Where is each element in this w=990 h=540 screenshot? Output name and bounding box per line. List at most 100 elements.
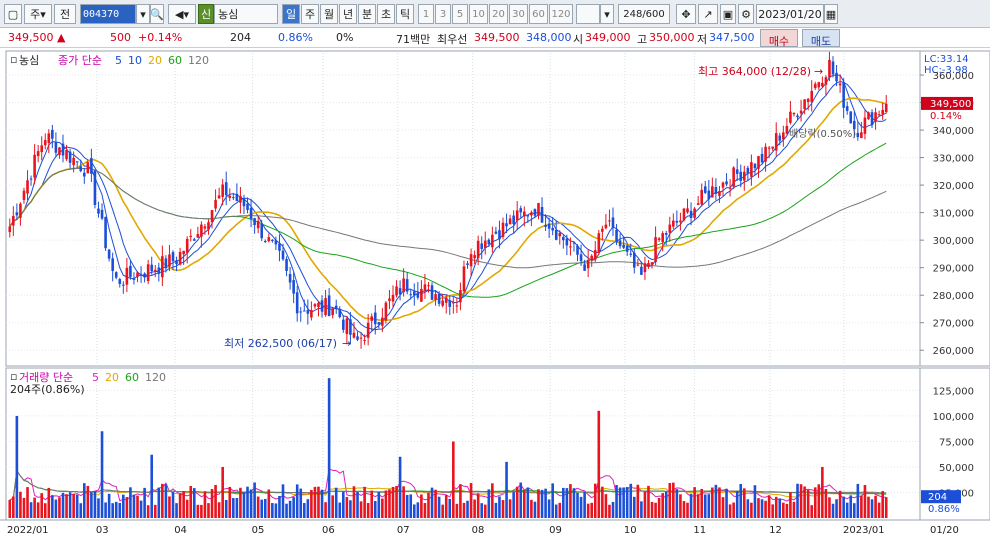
candle-body <box>171 252 175 262</box>
buy-button[interactable]: 매수 <box>760 29 798 48</box>
candle-body <box>441 300 444 306</box>
volume-bar <box>402 486 405 518</box>
candle-body <box>728 187 732 189</box>
volume-bar <box>689 493 693 518</box>
candle-body <box>47 133 51 144</box>
volume-panel-menu-icon[interactable]: ▫ <box>10 370 17 383</box>
candle-body <box>622 244 625 248</box>
interval-blank[interactable] <box>576 4 600 24</box>
candle-body <box>334 305 338 309</box>
period-tab-1[interactable]: 주 <box>301 4 319 24</box>
interval-tab-60[interactable]: 60 <box>529 4 548 24</box>
candle-body <box>104 216 107 249</box>
candle-body <box>324 298 327 315</box>
volume-bar <box>583 491 586 518</box>
volume-bar <box>739 483 743 518</box>
candle-body <box>799 110 803 114</box>
candle-body <box>519 208 523 213</box>
candle-body <box>764 146 767 162</box>
candle-body <box>146 264 150 282</box>
candle-body <box>164 258 168 269</box>
volume-bar <box>299 488 303 518</box>
type-select[interactable]: 주 ▾ <box>24 4 52 24</box>
stock-chart[interactable]: ▫ 농심 종가 단순 5 10 20 60 120 LC:33.14 HC:-3.98 … <box>0 48 990 540</box>
volume-bar <box>267 489 271 518</box>
candle-body <box>810 90 814 103</box>
candle-body <box>693 208 696 218</box>
candle-body <box>845 106 849 111</box>
candle-body <box>157 267 161 274</box>
interval-tab-20[interactable]: 20 <box>489 4 508 24</box>
period-tab-2[interactable]: 월 <box>320 4 338 24</box>
volume-bar <box>860 495 863 518</box>
candle-body <box>778 135 782 141</box>
candle-body <box>388 298 391 301</box>
candle-body <box>817 82 821 88</box>
volume-bar <box>686 502 689 518</box>
speaker-icon[interactable]: ◀▾ <box>168 4 196 24</box>
candle-body <box>732 167 735 187</box>
interval-tab-5[interactable]: 5 <box>452 4 468 24</box>
candle-body <box>537 203 540 216</box>
candle-body <box>863 117 867 134</box>
volume-bar <box>370 490 374 518</box>
x-axis-label: 10 <box>624 525 637 536</box>
stock-code-input[interactable]: 004370 <box>80 4 136 24</box>
interval-tab-10[interactable]: 10 <box>469 4 488 24</box>
candle-body <box>654 237 657 263</box>
interval-dropdown-icon[interactable]: ▾ <box>600 4 614 24</box>
volume-bar <box>203 491 207 518</box>
candle-body <box>342 319 345 330</box>
candle-body <box>416 292 420 298</box>
volume-value: 204 <box>230 31 251 44</box>
settings-icon[interactable]: ⚙ <box>738 4 754 24</box>
volume-bar <box>90 492 93 518</box>
volume-bar <box>224 499 228 518</box>
code-dropdown-icon[interactable]: ▾ <box>136 4 150 24</box>
volume-bar <box>611 501 615 518</box>
volume-bar <box>483 504 487 518</box>
interval-tab-120[interactable]: 120 <box>549 4 573 24</box>
count-field[interactable]: 248/600 <box>618 4 670 24</box>
search-icon[interactable]: 🔍 <box>150 4 164 24</box>
buy-label: 매수 <box>768 35 790 48</box>
period-tab-3[interactable]: 년 <box>339 4 357 24</box>
candle-body <box>437 293 441 304</box>
volume-bar <box>444 495 448 518</box>
period-tab-5[interactable]: 초 <box>377 4 395 24</box>
last-volume-value: 204 <box>928 492 947 503</box>
interval-tab-3[interactable]: 3 <box>435 4 451 24</box>
candle-body <box>359 337 363 339</box>
window-icon[interactable]: ▢ <box>4 4 22 24</box>
interval-tab-30[interactable]: 30 <box>509 4 528 24</box>
candle-body <box>459 290 462 303</box>
tools-icon[interactable]: ✥ <box>676 4 696 24</box>
candle-body <box>210 210 214 223</box>
interval-tab-1[interactable]: 1 <box>418 4 434 24</box>
volume-bar <box>409 494 413 518</box>
sell-button[interactable]: 매도 <box>802 29 840 48</box>
draw-icon[interactable]: ↗ <box>698 4 718 24</box>
candle-body <box>792 112 796 115</box>
volume-bar <box>576 492 579 518</box>
save-icon[interactable]: ▣ <box>720 4 736 24</box>
volume-bar <box>714 484 718 518</box>
period-tab-0[interactable]: 일 <box>282 4 300 24</box>
period-tab-6[interactable]: 틱 <box>396 4 414 24</box>
candle-body <box>501 222 505 237</box>
date-field[interactable]: 2023/01/20 <box>756 4 824 24</box>
period-tab-4[interactable]: 분 <box>358 4 376 24</box>
candle-body <box>714 187 718 194</box>
panel-menu-icon[interactable]: ▫ <box>10 53 17 66</box>
legend-item: 10 <box>128 54 142 67</box>
candle-body <box>221 184 224 197</box>
volume-bar <box>870 499 874 518</box>
candle-body <box>82 172 86 177</box>
volume-bar <box>742 488 746 518</box>
prev-button[interactable]: 전 <box>54 4 76 24</box>
candle-body <box>356 336 359 340</box>
calendar-icon[interactable]: ▦ <box>824 4 838 24</box>
candle-body <box>29 178 33 180</box>
candle-body <box>107 249 111 259</box>
volume-bar <box>877 502 881 518</box>
